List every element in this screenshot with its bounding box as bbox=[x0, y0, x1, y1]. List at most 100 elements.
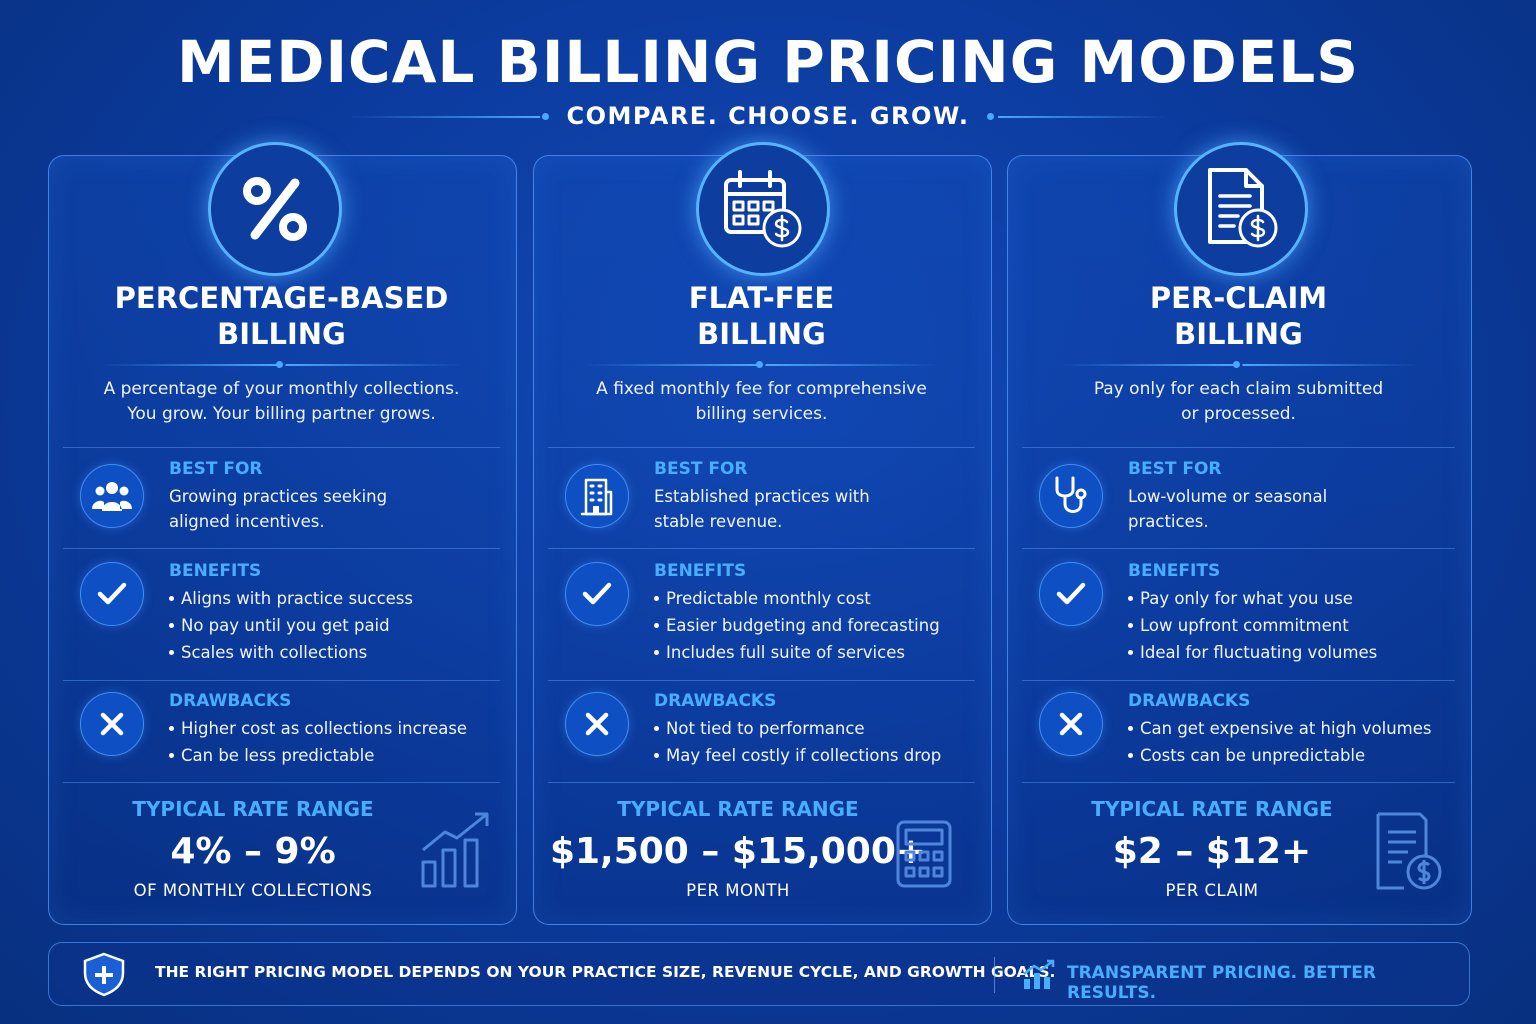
bullet bbox=[169, 726, 174, 731]
rate-unit: PER MONTH bbox=[686, 881, 790, 900]
drawbacks-icon bbox=[80, 692, 144, 756]
best-for-text: Growing practices seeking aligned incenti… bbox=[169, 484, 387, 534]
best-for-text: Low-volume or seasonal practices. bbox=[1128, 484, 1327, 534]
card-title-line: FLAT-FEE bbox=[688, 281, 835, 315]
list-item: Low upfront commitment bbox=[1128, 612, 1377, 639]
card-title: PER-CLAIM BILLING bbox=[1007, 280, 1470, 352]
divider-dot bbox=[987, 113, 994, 120]
drawbacks-icon bbox=[565, 692, 629, 756]
divider bbox=[998, 116, 1168, 118]
model-icon bbox=[696, 142, 830, 276]
list-item: Predictable monthly cost bbox=[654, 585, 940, 612]
section-separator bbox=[63, 782, 500, 783]
list-item: Can be less predictable bbox=[169, 742, 467, 769]
list-item-text: Includes full suite of services bbox=[666, 643, 905, 662]
benefits-icon bbox=[80, 562, 144, 626]
bullet bbox=[169, 596, 174, 601]
section-label: BEST FOR bbox=[169, 459, 263, 479]
best-for-text: Established practices with stable revenue… bbox=[654, 484, 870, 534]
bullet bbox=[654, 623, 659, 628]
list-item: Aligns with practice success bbox=[169, 585, 413, 612]
card-description: A fixed monthly fee for comprehensive bil… bbox=[533, 377, 990, 427]
section-separator bbox=[1022, 782, 1455, 783]
section-separator bbox=[63, 447, 500, 448]
drawbacks-list: Not tied to performance May feel costly i… bbox=[654, 715, 941, 769]
bullet bbox=[654, 596, 659, 601]
best-for-line: Established practices with bbox=[654, 487, 870, 506]
card-title-line: BILLING bbox=[1174, 317, 1303, 351]
card-title-line: BILLING bbox=[217, 317, 346, 351]
rate-value: $1,500 – $15,000+ bbox=[549, 831, 927, 872]
section-label: DRAWBACKS bbox=[169, 691, 292, 711]
section-separator bbox=[1022, 447, 1455, 448]
description-line: A fixed monthly fee for comprehensive bbox=[596, 379, 927, 399]
section-label: BEST FOR bbox=[1128, 459, 1222, 479]
bullet bbox=[169, 623, 174, 628]
drawbacks-icon bbox=[1039, 692, 1103, 756]
list-item: Scales with collections bbox=[169, 639, 413, 666]
divider bbox=[348, 116, 540, 118]
list-item: Costs can be unpredictable bbox=[1128, 742, 1432, 769]
decorative-icon bbox=[894, 818, 954, 894]
rate-value: $2 – $12+ bbox=[1112, 831, 1312, 872]
list-item-text: Scales with collections bbox=[181, 643, 368, 662]
section-separator bbox=[63, 680, 500, 681]
benefits-list: Aligns with practice success No pay until… bbox=[169, 585, 413, 666]
list-item-text: Not tied to performance bbox=[666, 719, 865, 738]
card-description: A percentage of your monthly collections… bbox=[48, 377, 515, 427]
rate-unit: OF MONTHLY COLLECTIONS bbox=[133, 881, 373, 900]
drawbacks-list: Higher cost as collections increase Can b… bbox=[169, 715, 467, 769]
title-divider bbox=[1242, 364, 1418, 366]
list-item-text: Can get expensive at high volumes bbox=[1140, 719, 1432, 738]
list-item-text: Ideal for fluctuating volumes bbox=[1140, 643, 1378, 662]
footer: THE RIGHT PRICING MODEL DEPENDS ON YOUR … bbox=[48, 942, 1470, 1006]
description-line: A percentage of your monthly collections… bbox=[103, 379, 460, 399]
pricing-card bbox=[533, 155, 992, 925]
list-item: Can get expensive at high volumes bbox=[1128, 715, 1432, 742]
section-separator bbox=[548, 447, 975, 448]
page-title: MEDICAL BILLING PRICING MODELS bbox=[176, 28, 1360, 96]
list-item-text: Costs can be unpredictable bbox=[1140, 746, 1366, 765]
description-line: You grow. Your billing partner grows. bbox=[127, 404, 436, 424]
title-divider-dot bbox=[275, 361, 283, 368]
section-separator bbox=[548, 782, 975, 783]
card-title: PERCENTAGE-BASED BILLING bbox=[48, 280, 515, 352]
rate-label: TYPICAL RATE RANGE bbox=[1091, 797, 1333, 821]
page-subtitle: COMPARE. CHOOSE. GROW. bbox=[566, 102, 970, 130]
pricing-card bbox=[1007, 155, 1472, 925]
model-icon bbox=[208, 142, 342, 276]
title-divider bbox=[585, 364, 758, 366]
divider-dot bbox=[542, 113, 549, 120]
benefits-list: Pay only for what you use Low upfront com… bbox=[1128, 585, 1377, 666]
section-separator bbox=[63, 548, 500, 549]
list-item: May feel costly if collections drop bbox=[654, 742, 941, 769]
footer-tagline: TRANSPARENT PRICING. BETTER RESULTS. bbox=[1067, 963, 1376, 1003]
best-for-line: aligned incentives. bbox=[169, 512, 325, 531]
list-item: Higher cost as collections increase bbox=[169, 715, 467, 742]
list-item: Includes full suite of services bbox=[654, 639, 940, 666]
benefits-icon bbox=[1039, 562, 1103, 626]
card-title: FLAT-FEE BILLING bbox=[533, 280, 990, 352]
list-item-text: Low upfront commitment bbox=[1140, 616, 1349, 635]
section-separator bbox=[548, 680, 975, 681]
section-label: BEST FOR bbox=[654, 459, 748, 479]
title-divider bbox=[100, 364, 278, 366]
card-title-line: BILLING bbox=[697, 317, 826, 351]
list-item-text: Pay only for what you use bbox=[1140, 589, 1353, 608]
section-separator bbox=[548, 548, 975, 549]
section-label: DRAWBACKS bbox=[654, 691, 777, 711]
decorative-icon bbox=[419, 810, 495, 894]
description-line: or processed. bbox=[1181, 404, 1296, 424]
bullet bbox=[1128, 726, 1133, 731]
model-icon bbox=[1174, 142, 1308, 276]
footer-note: THE RIGHT PRICING MODEL DEPENDS ON YOUR … bbox=[155, 963, 1056, 981]
list-item: Easier budgeting and forecasting bbox=[654, 612, 940, 639]
list-item-text: Aligns with practice success bbox=[181, 589, 413, 608]
benefits-list: Predictable monthly cost Easier budgeting… bbox=[654, 585, 940, 666]
section-label: DRAWBACKS bbox=[1128, 691, 1251, 711]
best-for-line: Low-volume or seasonal bbox=[1128, 487, 1328, 506]
decorative-icon bbox=[1374, 810, 1446, 898]
list-item: Ideal for fluctuating volumes bbox=[1128, 639, 1377, 666]
growth-icon bbox=[1023, 959, 1055, 989]
